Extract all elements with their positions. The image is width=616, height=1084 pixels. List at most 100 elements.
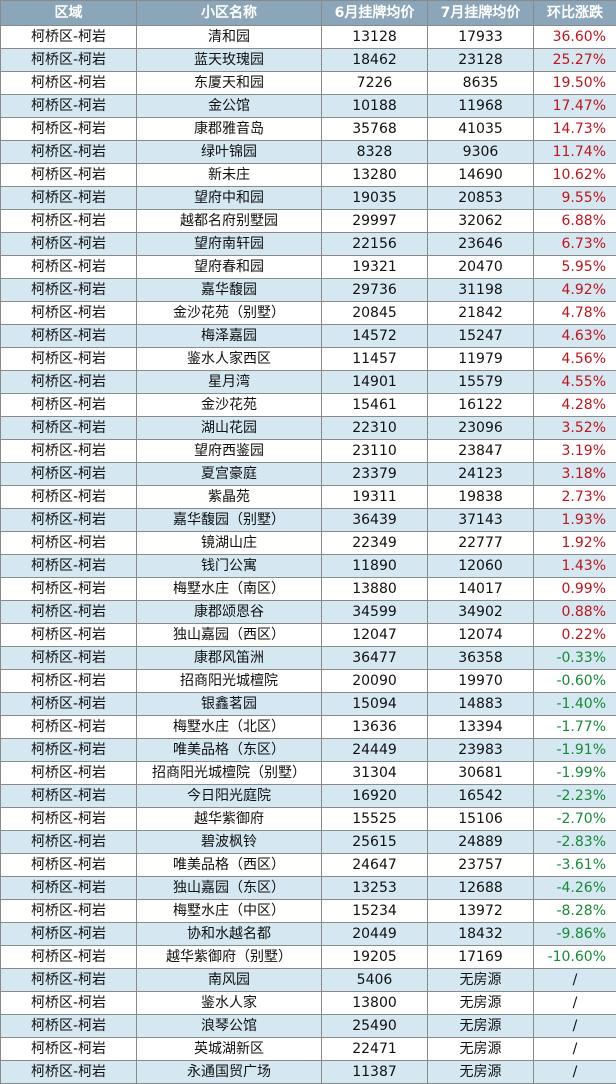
cell-july-price: 15579: [428, 371, 534, 394]
cell-change: -2.23%: [534, 785, 616, 808]
cell-change: 3.19%: [534, 440, 616, 463]
cell-district: 柯桥区-柯岩: [1, 831, 137, 854]
cell-district: 柯桥区-柯岩: [1, 49, 137, 72]
cell-district: 柯桥区-柯岩: [1, 808, 137, 831]
cell-june-price: 14572: [322, 325, 428, 348]
cell-july-price: 15247: [428, 325, 534, 348]
cell-july-price: 20853: [428, 187, 534, 210]
cell-june-price: 13800: [322, 992, 428, 1015]
cell-change: -0.33%: [534, 647, 616, 670]
cell-community-name: 唯美品格（东区）: [137, 739, 322, 762]
cell-district: 柯桥区-柯岩: [1, 486, 137, 509]
cell-july-price: 23983: [428, 739, 534, 762]
cell-change: -2.70%: [534, 808, 616, 831]
cell-july-price: 19838: [428, 486, 534, 509]
cell-change: 0.88%: [534, 601, 616, 624]
cell-june-price: 19205: [322, 946, 428, 969]
cell-community-name: 南风园: [137, 969, 322, 992]
cell-district: 柯桥区-柯岩: [1, 923, 137, 946]
cell-june-price: 15234: [322, 900, 428, 923]
cell-district: 柯桥区-柯岩: [1, 164, 137, 187]
cell-change: 17.47%: [534, 95, 616, 118]
cell-july-price: 30681: [428, 762, 534, 785]
cell-district: 柯桥区-柯岩: [1, 532, 137, 555]
cell-district: 柯桥区-柯岩: [1, 187, 137, 210]
cell-district: 柯桥区-柯岩: [1, 946, 137, 969]
cell-community-name: 清和园: [137, 26, 322, 49]
cell-change: -1.99%: [534, 762, 616, 785]
cell-community-name: 唯美品格（西区）: [137, 854, 322, 877]
cell-july-price: 无房源: [428, 969, 534, 992]
cell-community-name: 鉴水人家: [137, 992, 322, 1015]
cell-change: -1.91%: [534, 739, 616, 762]
cell-june-price: 5406: [322, 969, 428, 992]
cell-district: 柯桥区-柯岩: [1, 95, 137, 118]
cell-district: 柯桥区-柯岩: [1, 26, 137, 49]
cell-change: 5.95%: [534, 256, 616, 279]
cell-district: 柯桥区-柯岩: [1, 601, 137, 624]
cell-change: /: [534, 969, 616, 992]
cell-district: 柯桥区-柯岩: [1, 279, 137, 302]
cell-district: 柯桥区-柯岩: [1, 624, 137, 647]
cell-july-price: 无房源: [428, 1015, 534, 1038]
cell-change: /: [534, 1038, 616, 1061]
cell-june-price: 34599: [322, 601, 428, 624]
cell-change: 9.55%: [534, 187, 616, 210]
cell-june-price: 25490: [322, 1015, 428, 1038]
cell-july-price: 23096: [428, 417, 534, 440]
cell-change: 1.92%: [534, 532, 616, 555]
header-row: 区域 小区名称 6月挂牌均价 7月挂牌均价 环比涨跌: [1, 1, 616, 26]
cell-change: 4.56%: [534, 348, 616, 371]
cell-district: 柯桥区-柯岩: [1, 302, 137, 325]
cell-district: 柯桥区-柯岩: [1, 72, 137, 95]
cell-july-price: 32062: [428, 210, 534, 233]
cell-july-price: 无房源: [428, 1038, 534, 1061]
cell-change: 1.93%: [534, 509, 616, 532]
cell-change: 3.52%: [534, 417, 616, 440]
cell-june-price: 11457: [322, 348, 428, 371]
cell-community-name: 紫晶苑: [137, 486, 322, 509]
cell-change: 25.27%: [534, 49, 616, 72]
cell-july-price: 36358: [428, 647, 534, 670]
cell-district: 柯桥区-柯岩: [1, 210, 137, 233]
cell-district: 柯桥区-柯岩: [1, 762, 137, 785]
cell-change: 36.60%: [534, 26, 616, 49]
cell-june-price: 15461: [322, 394, 428, 417]
cell-community-name: 蓝天玫瑰园: [137, 49, 322, 72]
cell-change: -1.77%: [534, 716, 616, 739]
cell-community-name: 嘉华馥园（别墅）: [137, 509, 322, 532]
cell-change: -10.60%: [534, 946, 616, 969]
cell-july-price: 12688: [428, 877, 534, 900]
cell-change: -9.86%: [534, 923, 616, 946]
cell-june-price: 22471: [322, 1038, 428, 1061]
cell-community-name: 金沙花苑（别墅）: [137, 302, 322, 325]
cell-district: 柯桥区-柯岩: [1, 578, 137, 601]
header-june-price: 6月挂牌均价: [322, 1, 428, 26]
cell-june-price: 35768: [322, 118, 428, 141]
header-community-name: 小区名称: [137, 1, 322, 26]
cell-community-name: 康郡风笛洲: [137, 647, 322, 670]
cell-july-price: 18432: [428, 923, 534, 946]
cell-july-price: 12074: [428, 624, 534, 647]
cell-june-price: 8328: [322, 141, 428, 164]
cell-community-name: 梅墅水庄（中区）: [137, 900, 322, 923]
